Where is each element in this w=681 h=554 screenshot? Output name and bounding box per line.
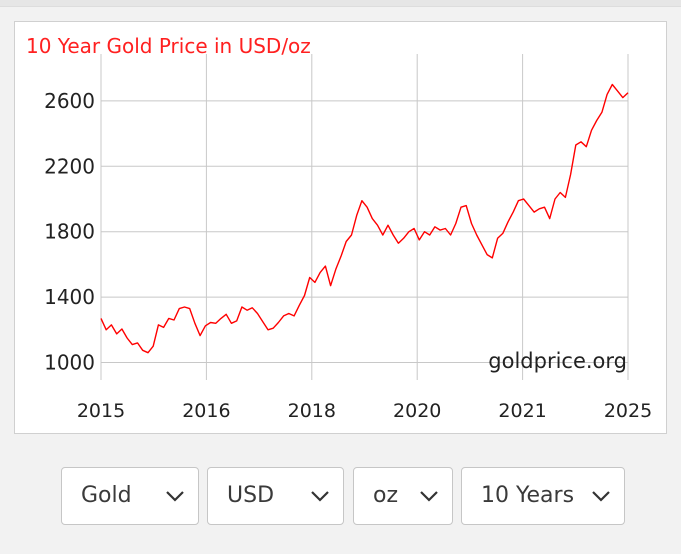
x-tick-label: 2025 xyxy=(604,400,652,422)
chart-title: 10 Year Gold Price in USD/oz xyxy=(26,34,311,58)
gold-price-chart: 10 Year Gold Price in USD/oz 1000 1400 180… xyxy=(26,34,652,422)
y-tick-label: 1800 xyxy=(44,220,95,244)
period-select-value: 10 Years xyxy=(481,483,575,508)
chart-panel: 10 Year Gold Price in USD/oz 1000 1400 180… xyxy=(14,21,667,434)
x-tick-label: 2018 xyxy=(288,400,336,422)
watermark-text: goldprice.org xyxy=(488,349,627,373)
x-tick-label: 2020 xyxy=(393,400,441,422)
top-strip xyxy=(0,0,681,7)
x-tick-label: 2016 xyxy=(182,400,230,422)
x-tick-label: 2015 xyxy=(77,400,125,422)
chevron-down-icon xyxy=(166,491,184,502)
currency-select[interactable]: USD xyxy=(207,467,344,525)
chevron-down-icon xyxy=(311,491,329,502)
metal-select-value: Gold xyxy=(81,483,132,508)
chevron-down-icon xyxy=(420,491,438,502)
unit-select[interactable]: oz xyxy=(353,467,453,525)
y-tick-label: 1000 xyxy=(44,351,95,375)
axes: 1000 1400 1800 2200 2600 2015 2016 2018 2020 2021… xyxy=(44,89,652,422)
chevron-down-icon xyxy=(592,491,610,502)
y-tick-label: 2200 xyxy=(44,154,95,178)
x-tick-label: 2021 xyxy=(498,400,546,422)
grid-lines xyxy=(100,54,629,380)
chart-controls: Gold USD oz 10 Years xyxy=(0,467,681,527)
unit-select-value: oz xyxy=(373,483,399,508)
gold-price-series-line xyxy=(100,83,629,354)
period-select[interactable]: 10 Years xyxy=(461,467,625,525)
y-tick-label: 1400 xyxy=(44,285,95,309)
currency-select-value: USD xyxy=(227,483,275,508)
metal-select[interactable]: Gold xyxy=(61,467,199,525)
y-tick-label: 2600 xyxy=(44,89,95,113)
